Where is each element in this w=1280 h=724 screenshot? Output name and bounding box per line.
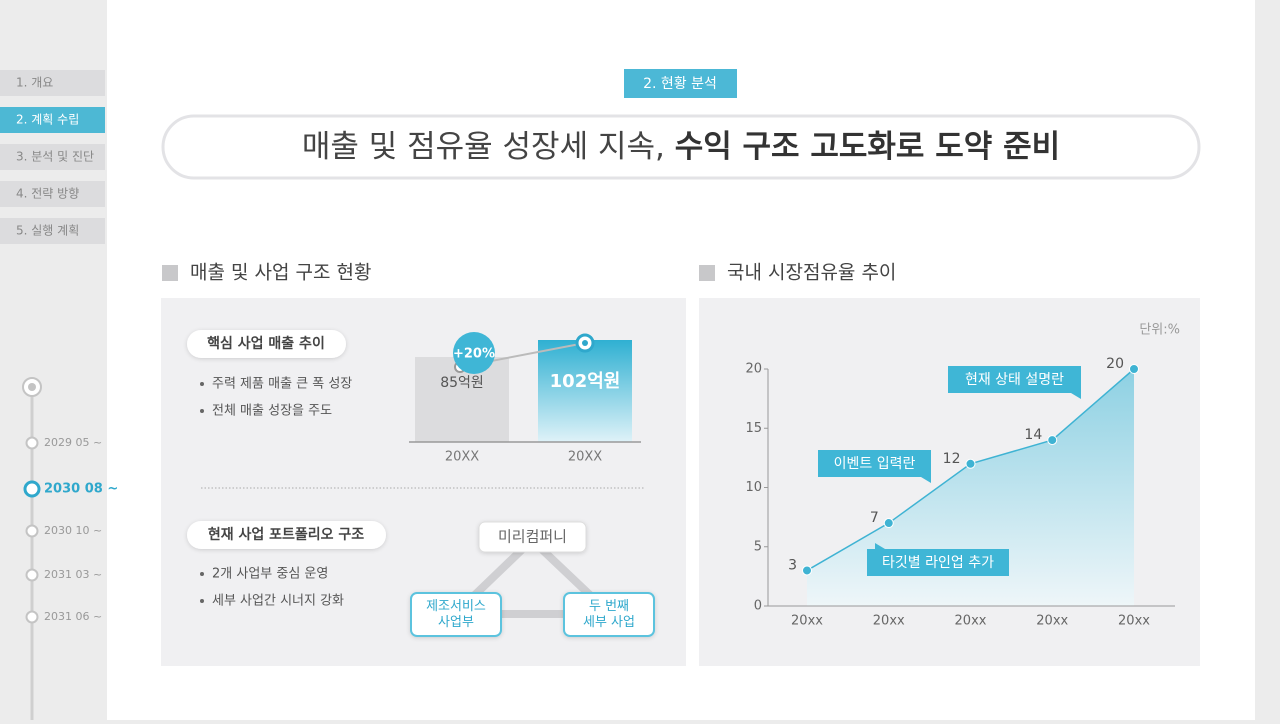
timeline-dot: [25, 436, 39, 450]
node-label: 세부 사업: [583, 615, 635, 630]
node-label: 두 번째: [589, 599, 629, 614]
annotation-text: 현재 상태 설명란: [965, 372, 1064, 388]
timeline-dot: [23, 480, 41, 498]
bullet-text: 세부 사업간 시너지 강화: [212, 594, 344, 609]
title-pill: [161, 114, 1201, 180]
title-normal: 매출 및 점유율 성장세 지속,: [302, 129, 675, 165]
x-tick-label: 20xx: [1036, 614, 1068, 629]
x-tick-label: 20xx: [1118, 614, 1150, 629]
point: [802, 565, 812, 576]
timeline-dot: [25, 568, 39, 582]
point: [1129, 364, 1139, 374]
nav-item: [0, 181, 105, 207]
point: [965, 458, 976, 469]
node-label: 사업부: [438, 615, 474, 630]
nav-item: [0, 107, 105, 133]
bar-value-label: 102억원: [550, 371, 621, 392]
y-tick-label: 0: [754, 599, 762, 614]
node-label: 미리컴퍼니: [498, 528, 567, 546]
heading-icon: [162, 265, 178, 281]
section-badge-text: 2. 현황 분석: [643, 76, 717, 92]
nav-item: [0, 144, 105, 170]
timeline-dot: [25, 610, 39, 624]
bullet-dot: [200, 572, 204, 576]
nav-item: [0, 70, 105, 96]
bullet-dot: [200, 409, 204, 413]
point-label: 12: [943, 451, 961, 467]
x-tick-label: 20xx: [873, 614, 905, 629]
timeline-label: 2029 05 ~: [44, 436, 102, 449]
portfolio-node: [563, 592, 655, 637]
point-label: 3: [788, 557, 797, 573]
section-heading: 국내 시장점유율 추이: [727, 262, 896, 284]
bullet-text: 주력 제품 매출 큰 폭 성장: [212, 377, 352, 392]
annotation-box: [818, 450, 931, 477]
growth-text: +20%: [453, 347, 495, 362]
growth-point-inner: [582, 340, 588, 346]
bullet-text: 전체 매출 성장을 주도: [212, 404, 332, 419]
point-label: 20: [1106, 356, 1124, 372]
section-badge: [624, 69, 737, 98]
y-tick-label: 20: [745, 362, 762, 377]
bar-category: 20XX: [568, 450, 602, 465]
area: [807, 369, 1134, 606]
annotation-tail: [1071, 393, 1081, 399]
x-tick-label: 20xx: [955, 614, 987, 629]
heading-icon: [699, 265, 715, 281]
annotation-tail: [921, 477, 931, 483]
section-heading: 매출 및 사업 구조 현황: [190, 262, 371, 284]
bar-value-label: 85억원: [440, 375, 484, 391]
node-label: 제조서비스: [426, 599, 486, 614]
revenue-bar: [538, 340, 632, 442]
timeline-start-dot: [28, 383, 36, 391]
nav-label: 5. 실행 계획: [16, 223, 79, 238]
annotation-text: 이벤트 입력란: [834, 456, 916, 472]
nav-label: 1. 개요: [16, 76, 53, 90]
point: [1047, 435, 1058, 446]
timeline-label: 2031 06 ~: [44, 610, 102, 623]
slide-title: 매출 및 점유율 성장세 지속, 수익 구조 고도화로 도약 준비: [302, 129, 1060, 165]
point-label: 7: [870, 510, 879, 526]
annotation-box: [867, 549, 1009, 576]
nav-label: 4. 전략 방향: [16, 187, 79, 201]
bar-category: 20XX: [445, 450, 479, 465]
point: [883, 518, 894, 529]
annotation-tail: [875, 543, 885, 549]
nav-label: 3. 분석 및 진단: [16, 150, 94, 164]
annotation-box: [948, 366, 1081, 393]
portfolio-node: [410, 592, 502, 637]
label-text: 핵심 사업 매출 추이: [207, 335, 325, 352]
label-pill: [187, 521, 386, 549]
x-tick-label: 20xx: [791, 614, 823, 629]
growth-badge: [453, 332, 495, 374]
bullet-dot: [200, 382, 204, 386]
timeline-label: 2030 10 ~: [44, 524, 102, 537]
unit-label: 단위:%: [1139, 323, 1180, 338]
label-pill: [187, 330, 346, 358]
portfolio-node: [478, 521, 587, 553]
nav-item: [0, 218, 105, 244]
y-tick-label: 5: [754, 539, 762, 554]
title-bold: 수익 구조 고도화로 도약 준비: [675, 129, 1060, 165]
point-label: 14: [1024, 427, 1042, 443]
timeline-label: 2030 08 ~: [44, 482, 118, 497]
annotation-text: 타깃별 라인업 추가: [882, 555, 994, 571]
label-text: 현재 사업 포트폴리오 구조: [208, 527, 364, 543]
timeline-dot: [25, 524, 39, 538]
bullet-dot: [200, 599, 204, 603]
nav-label: 2. 계획 수립: [16, 113, 79, 127]
y-tick-label: 10: [745, 480, 762, 495]
bullet-text: 2개 사업부 중심 운영: [212, 567, 328, 582]
y-tick-label: 15: [745, 421, 762, 436]
timeline-label: 2031 03 ~: [44, 568, 102, 581]
portfolio-connector: [451, 536, 614, 618]
